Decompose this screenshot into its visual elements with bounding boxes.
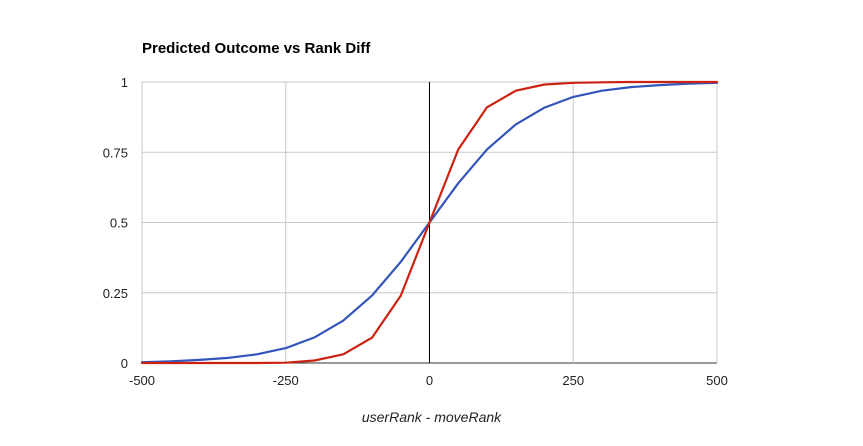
x-axis-label: userRank - moveRank [361, 409, 502, 425]
y-tick-label: 0.75 [103, 145, 128, 160]
series-line-2 [140, 80, 719, 365]
series [140, 80, 719, 365]
x-tick-label: 250 [562, 373, 584, 388]
y-tick-label: 0 [121, 356, 128, 371]
tick-labels: 0 0.25 0.5 0.75 1 -500 -250 0 250 500 [103, 75, 728, 388]
y-tick-label: 0.25 [103, 286, 128, 301]
x-tick-label: 0 [426, 373, 433, 388]
y-tick-label: 1 [121, 75, 128, 90]
x-tick-label: -250 [273, 373, 299, 388]
x-tick-label: -500 [129, 373, 155, 388]
y-tick-label: 0.5 [110, 216, 128, 231]
x-tick-label: 500 [706, 373, 728, 388]
chart-title: Predicted Outcome vs Rank Diff [142, 40, 371, 57]
